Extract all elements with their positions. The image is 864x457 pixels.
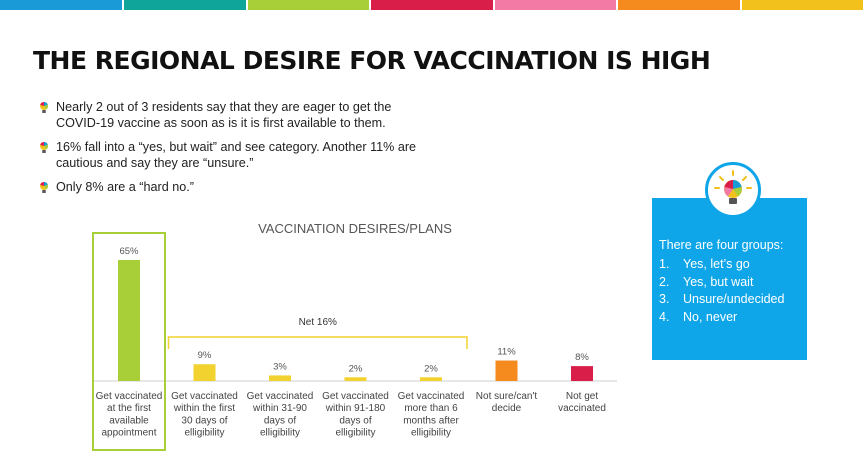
groups-info-card bbox=[652, 198, 807, 360]
data-label: 2% bbox=[349, 363, 363, 374]
category-label: Get vaccinated more than 6 months after ell… bbox=[398, 391, 465, 439]
color-stripe bbox=[0, 0, 123, 10]
bullet-text: 16% fall into a “yes, but wait” and see … bbox=[56, 140, 417, 170]
bar bbox=[269, 375, 291, 381]
color-stripe bbox=[618, 0, 740, 10]
card-intro: There are four groups: bbox=[659, 238, 784, 252]
card-group-item: 2. Yes, but wait bbox=[659, 274, 754, 289]
bullet-text: Nearly 2 out of 3 residents say that the… bbox=[56, 100, 392, 130]
card-group-item: 4. No, never bbox=[659, 309, 738, 324]
chart-title: VACCINATION DESIRES/PLANS bbox=[258, 221, 452, 236]
data-label: 65% bbox=[119, 246, 139, 257]
bar bbox=[495, 360, 518, 381]
card-group-item: 3. Unsure/undecided bbox=[659, 292, 785, 307]
color-stripe bbox=[124, 0, 246, 10]
color-stripe bbox=[371, 0, 493, 10]
color-stripe bbox=[247, 0, 370, 10]
data-label: 8% bbox=[575, 352, 589, 363]
lightbulb-icon bbox=[40, 102, 48, 113]
category-label: Not sure/can't decide bbox=[476, 391, 538, 414]
bar bbox=[571, 366, 593, 381]
bullet-item: Only 8% are a “hard no.” bbox=[38, 179, 438, 195]
card-group-list: 1. Yes, let’s go 2. Yes, but wait 3. Unsure… bbox=[659, 256, 784, 326]
bar bbox=[420, 377, 442, 381]
card-group-item: 1. Yes, let’s go bbox=[659, 257, 750, 271]
color-stripe bbox=[494, 0, 617, 10]
data-label: 2% bbox=[424, 363, 438, 374]
color-stripe bbox=[741, 0, 863, 10]
data-label: 11% bbox=[497, 347, 516, 358]
category-label: Not get vaccinated bbox=[558, 391, 606, 414]
highlight-box bbox=[92, 232, 166, 451]
bar bbox=[193, 364, 216, 381]
net-bracket bbox=[167, 336, 468, 349]
bullet-list: Nearly 2 out of 3 residents say that the… bbox=[38, 99, 438, 203]
bar bbox=[344, 377, 367, 381]
category-label: Get vaccinated within 91-180 days of elligi… bbox=[322, 391, 389, 439]
data-label: 3% bbox=[273, 361, 287, 372]
category-label: Get vaccinated within the first 30 days of… bbox=[171, 391, 238, 439]
bullet-text: Only 8% are a “hard no.” bbox=[56, 180, 194, 194]
page-title: THE REGIONAL DESIRE FOR VACCINATION IS H… bbox=[33, 46, 711, 75]
category-label: Get vaccinated within 31-90 days of elligib… bbox=[247, 391, 314, 439]
bar bbox=[118, 260, 140, 381]
lightbulb-icon bbox=[40, 182, 48, 193]
lightbulb-icon bbox=[705, 162, 761, 218]
category-label: Get vaccinated at the first available appoi… bbox=[96, 391, 163, 439]
lightbulb-icon bbox=[40, 142, 48, 153]
net-label: Net 16% bbox=[299, 317, 337, 328]
data-label: 9% bbox=[198, 350, 212, 361]
bullet-item: Nearly 2 out of 3 residents say that the… bbox=[38, 99, 438, 131]
bullet-item: 16% fall into a “yes, but wait” and see … bbox=[38, 139, 438, 171]
